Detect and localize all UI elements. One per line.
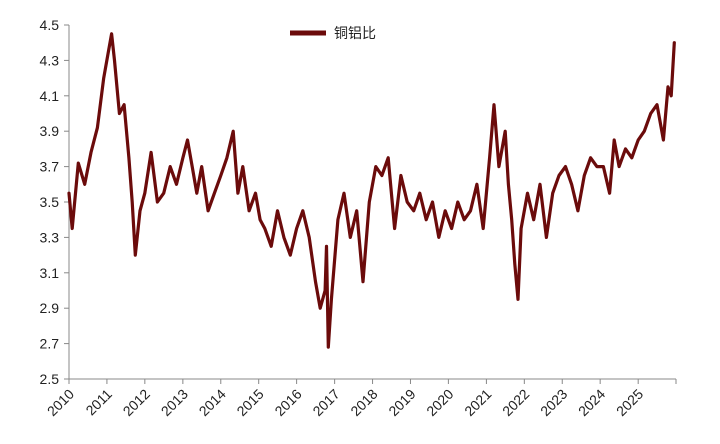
x-tick-label: 2013: [158, 386, 191, 419]
x-tick-label: 2010: [44, 386, 77, 419]
x-tick-label: 2019: [385, 386, 418, 419]
y-tick-label: 3.5: [40, 194, 60, 210]
y-tick-label: 3.9: [40, 123, 60, 139]
x-tick-label: 2015: [233, 386, 266, 419]
y-axis-ticks: 2.5 2.7 2.9 3.1 3.3 3.5 3.7 3.9 4.1 4.3 4.5: [40, 17, 69, 387]
y-tick-label: 3.1: [40, 265, 60, 281]
x-tick-label: 2014: [196, 386, 229, 419]
x-tick-label: 2020: [423, 386, 456, 419]
y-tick-label: 3.3: [40, 229, 60, 245]
y-tick-label: 4.5: [40, 17, 60, 33]
legend-label-series-1: 铜铝比: [334, 25, 376, 41]
x-tick-label: 2024: [575, 386, 608, 419]
series-line-copper-aluminum-ratio: [67, 32, 676, 349]
y-tick-label: 4.3: [40, 52, 60, 68]
y-tick-label: 4.1: [40, 88, 60, 104]
x-tick-label: 2016: [271, 386, 304, 419]
y-tick-label: 2.7: [40, 336, 60, 352]
y-tick-label: 2.9: [40, 300, 60, 316]
y-tick-label: 2.5: [40, 371, 60, 387]
x-tick-label: 2018: [347, 386, 380, 419]
x-tick-label: 2011: [82, 386, 115, 419]
x-tick-label: 2021: [461, 386, 494, 419]
legend: 铜铝比: [290, 25, 376, 41]
y-tick-label: 3.7: [40, 159, 60, 175]
x-axis-ticks: 2010 2011 2012 2013 2014 2015 2016 2017 2018 2019…: [44, 379, 677, 419]
x-tick-label: 2023: [537, 386, 570, 419]
x-tick-label: 2022: [499, 386, 532, 419]
x-tick-label: 2017: [309, 386, 342, 419]
x-tick-label: 2025: [613, 386, 646, 419]
x-tick-label: 2012: [120, 386, 153, 419]
